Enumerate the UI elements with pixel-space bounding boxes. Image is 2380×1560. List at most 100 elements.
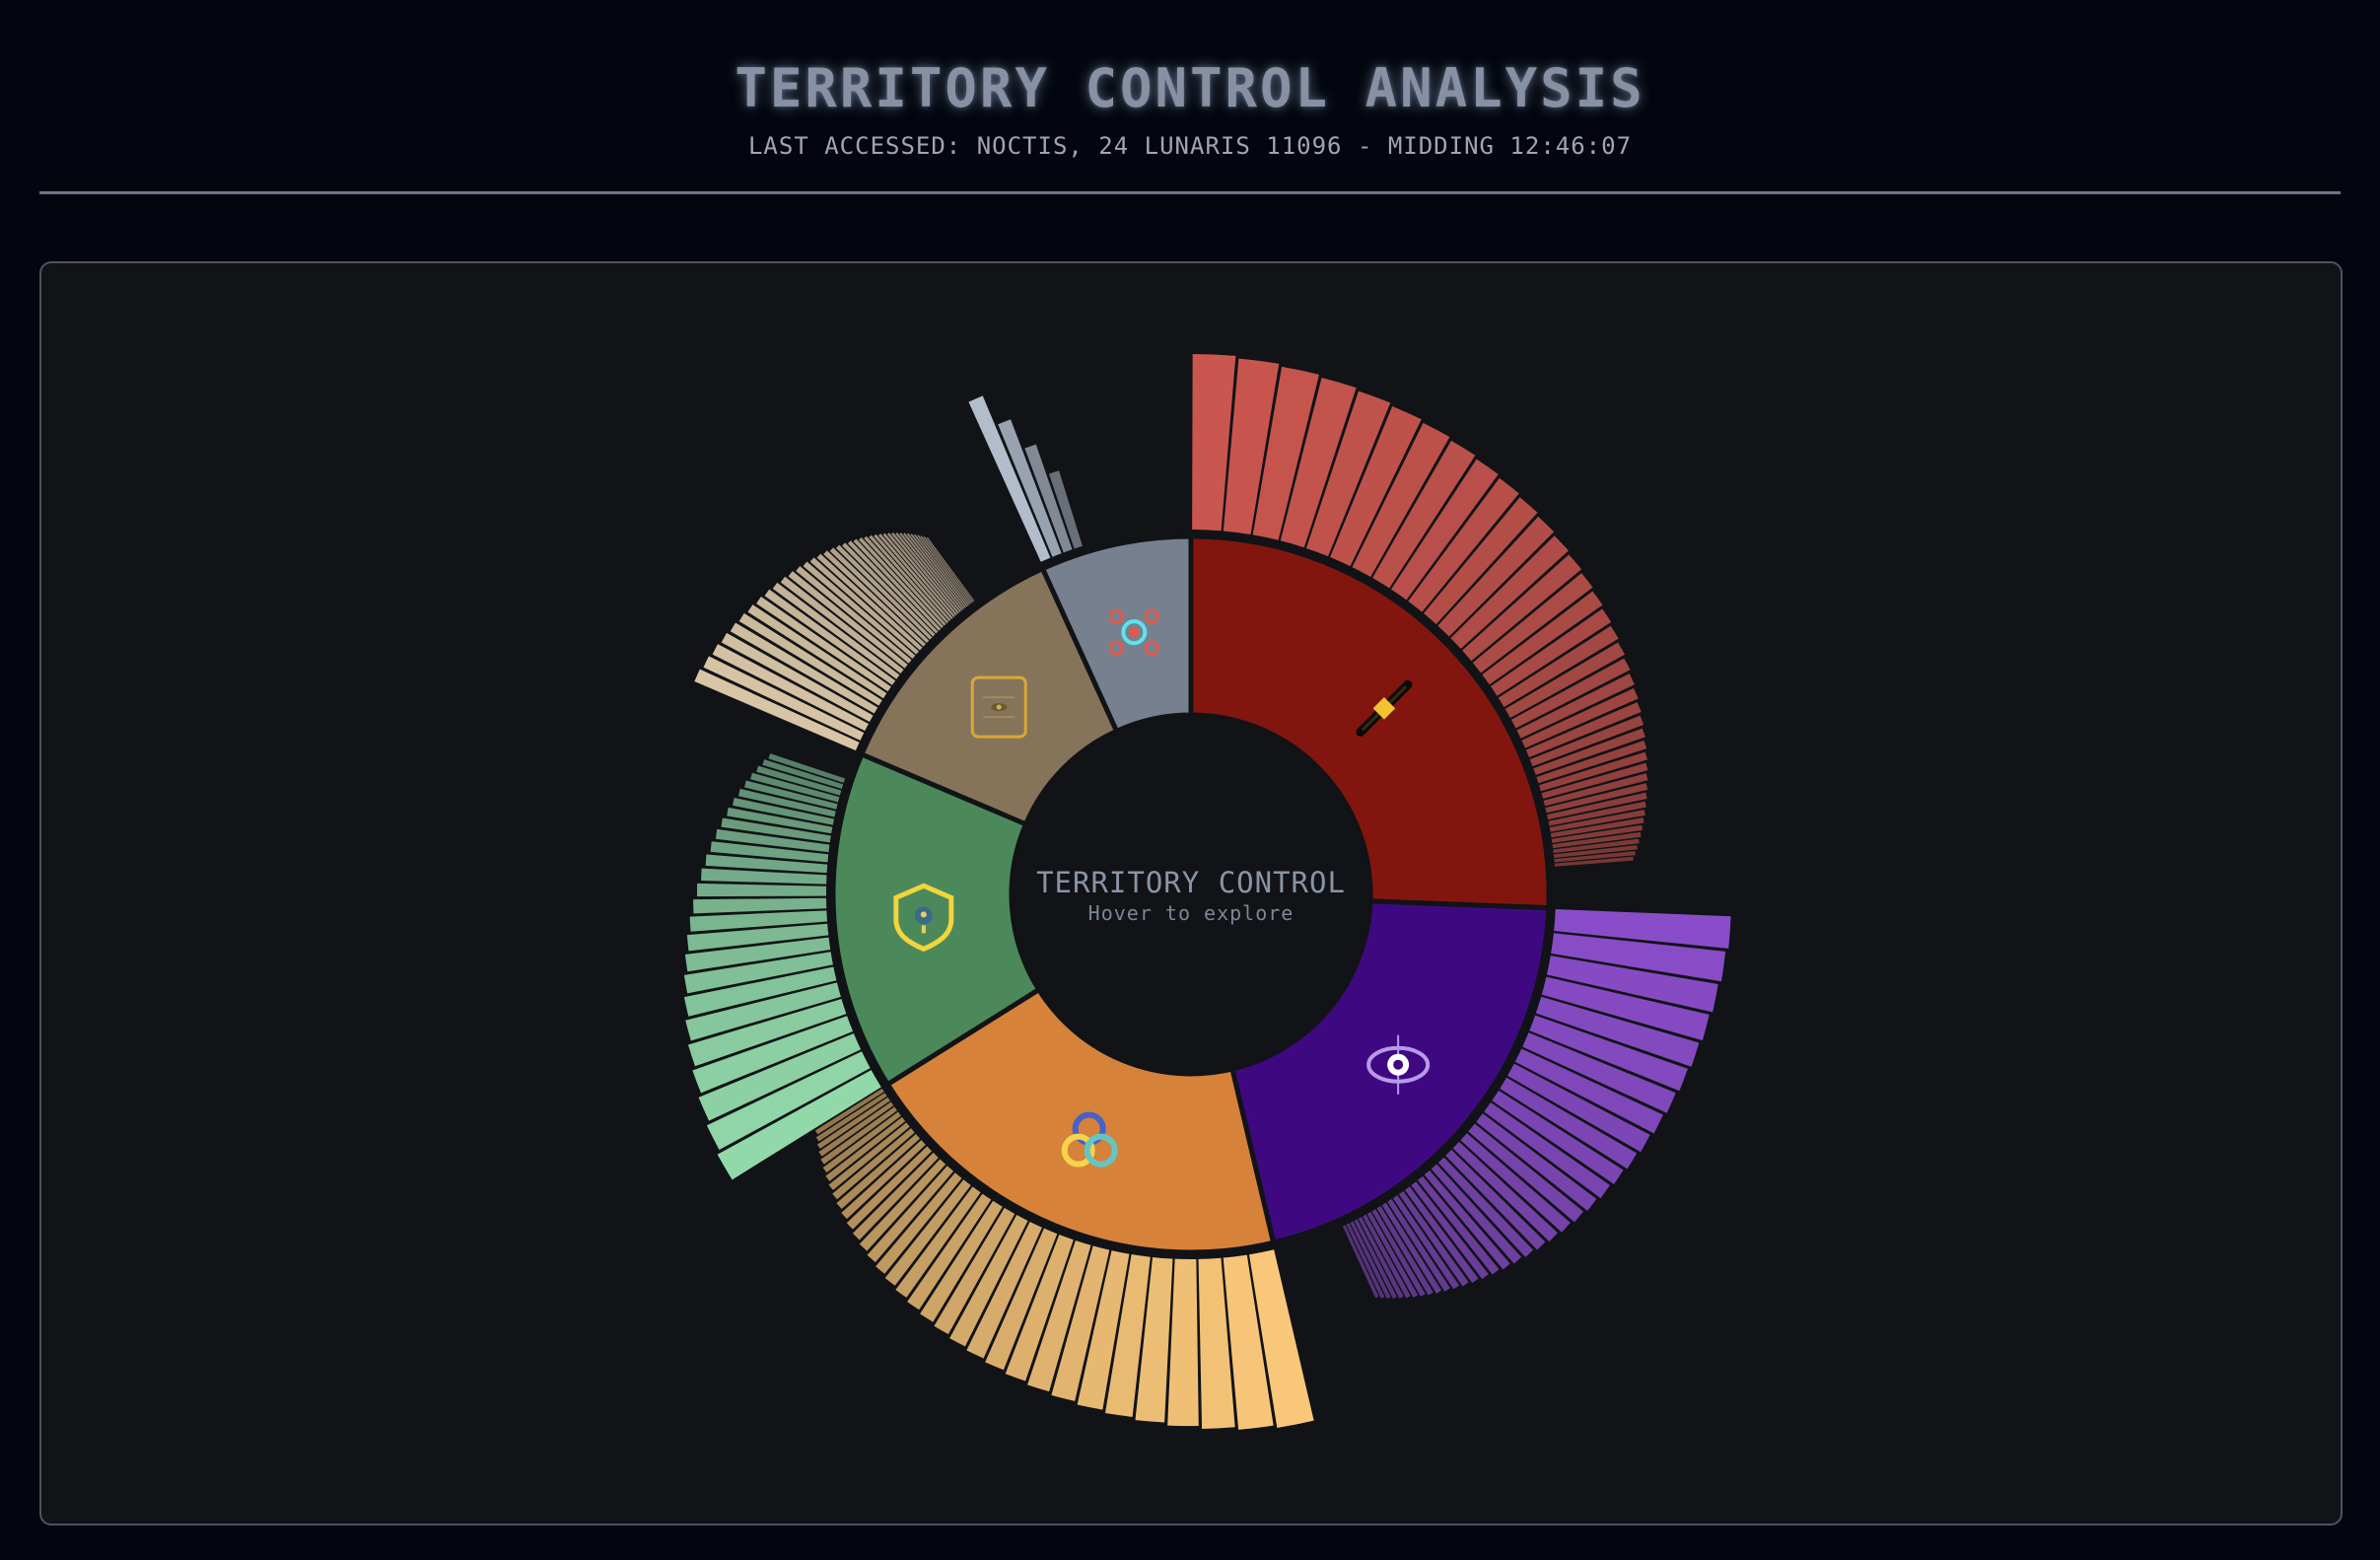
outer-segment-red[interactable]	[1330, 406, 1422, 567]
outer-segment-purple[interactable]	[1522, 1032, 1676, 1113]
outer-segment-slate[interactable]	[1048, 470, 1083, 549]
outer-segment-red[interactable]	[1437, 516, 1555, 637]
outer-segment-orange[interactable]	[828, 1122, 910, 1190]
outer-segment-purple[interactable]	[1492, 1090, 1624, 1184]
outer-segment-green[interactable]	[756, 765, 842, 796]
outer-segment-red[interactable]	[1548, 801, 1646, 826]
outer-segment-green[interactable]	[685, 982, 841, 1041]
outer-segment-purple[interactable]	[1358, 1217, 1404, 1299]
outer-segment-tan[interactable]	[891, 532, 959, 614]
outer-segment-red[interactable]	[1482, 591, 1603, 685]
outer-segment-tan[interactable]	[853, 538, 942, 631]
outer-segment-tan[interactable]	[858, 536, 944, 629]
outer-segment-tan[interactable]	[738, 612, 882, 706]
outer-segment-tan[interactable]	[747, 604, 887, 699]
outer-segment-orange[interactable]	[846, 1146, 933, 1230]
outer-segment-red[interactable]	[1550, 817, 1645, 838]
outer-segment-tan[interactable]	[780, 576, 904, 674]
outer-segment-green[interactable]	[705, 854, 828, 874]
outer-segment-purple[interactable]	[1350, 1221, 1391, 1300]
outer-segment-orange[interactable]	[920, 1200, 1003, 1322]
outer-segment-red[interactable]	[1553, 845, 1638, 858]
outer-segment-purple[interactable]	[1535, 996, 1700, 1067]
outer-segment-orange[interactable]	[815, 1093, 887, 1142]
outer-segment-green[interactable]	[693, 897, 827, 914]
outer-segment-tan[interactable]	[882, 532, 955, 618]
outer-segment-purple[interactable]	[1342, 1225, 1379, 1299]
outer-segment-red[interactable]	[1280, 378, 1357, 548]
outer-segment-red[interactable]	[1498, 625, 1619, 708]
outer-segment-tan[interactable]	[816, 553, 923, 651]
outer-segment-green[interactable]	[715, 828, 830, 853]
outer-segment-purple[interactable]	[1507, 1063, 1650, 1153]
outer-segment-red[interactable]	[1553, 838, 1640, 854]
outer-segment-orange[interactable]	[841, 1140, 926, 1220]
outer-segment-purple[interactable]	[1392, 1195, 1460, 1290]
outer-segment-tan[interactable]	[842, 542, 936, 637]
outer-segment-tan[interactable]	[910, 533, 968, 607]
outer-segment-red[interactable]	[1547, 792, 1647, 820]
outer-segment-green[interactable]	[684, 937, 831, 972]
outer-segment-purple[interactable]	[1354, 1219, 1397, 1300]
outer-segment-purple[interactable]	[1546, 956, 1718, 1013]
outer-segment-tan[interactable]	[772, 582, 900, 679]
outer-segment-purple[interactable]	[1437, 1157, 1534, 1257]
outer-segment-green[interactable]	[727, 807, 833, 834]
outer-segment-red[interactable]	[1372, 440, 1476, 589]
outer-segment-tan[interactable]	[899, 532, 963, 611]
outer-segment-green[interactable]	[689, 910, 828, 932]
outer-segment-purple[interactable]	[1500, 1077, 1638, 1170]
outer-segment-tan[interactable]	[864, 535, 946, 626]
outer-segment-orange[interactable]	[895, 1186, 981, 1298]
outer-segment-tan[interactable]	[906, 532, 967, 608]
outer-segment-green[interactable]	[768, 753, 846, 783]
outer-segment-orange[interactable]	[820, 1106, 897, 1165]
outer-segment-purple[interactable]	[1554, 909, 1731, 949]
outer-segment-orange[interactable]	[1005, 1235, 1074, 1382]
outer-segment-orange[interactable]	[985, 1228, 1058, 1371]
outer-segment-red[interactable]	[1352, 422, 1450, 577]
outer-segment-purple[interactable]	[1376, 1206, 1434, 1296]
outer-segment-orange[interactable]	[1051, 1245, 1110, 1401]
outer-segment-red[interactable]	[1541, 762, 1648, 800]
outer-segment-purple[interactable]	[1514, 1048, 1663, 1134]
outer-segment-tan[interactable]	[712, 644, 869, 732]
outer-segment-red[interactable]	[1252, 366, 1320, 540]
outer-segment-red[interactable]	[1545, 783, 1648, 814]
outer-segment-tan[interactable]	[836, 544, 933, 640]
outer-segment-purple[interactable]	[1424, 1170, 1510, 1270]
outer-segment-purple[interactable]	[1484, 1101, 1610, 1199]
outer-segment-tan[interactable]	[903, 532, 965, 609]
outer-segment-tan[interactable]	[764, 589, 896, 685]
outer-segment-purple[interactable]	[1468, 1123, 1583, 1223]
outer-segment-orange[interactable]	[816, 1097, 890, 1149]
outer-segment-purple[interactable]	[1452, 1141, 1558, 1242]
outer-segment-slate[interactable]	[1024, 444, 1073, 553]
outer-segment-purple[interactable]	[1411, 1181, 1489, 1280]
outer-segment-orange[interactable]	[934, 1207, 1015, 1335]
outer-segment-red[interactable]	[1192, 354, 1236, 532]
outer-segment-orange[interactable]	[825, 1116, 906, 1181]
outer-segment-green[interactable]	[683, 952, 833, 994]
outer-segment-red[interactable]	[1536, 740, 1647, 784]
outer-segment-red[interactable]	[1554, 851, 1636, 863]
outer-segment-red[interactable]	[1554, 856, 1634, 867]
outer-segment-red[interactable]	[1223, 358, 1280, 534]
outer-segment-tan[interactable]	[703, 656, 865, 741]
outer-segment-green[interactable]	[686, 923, 829, 952]
outer-segment-red[interactable]	[1516, 674, 1635, 739]
outer-segment-purple[interactable]	[1551, 933, 1726, 982]
outer-segment-green[interactable]	[692, 1016, 854, 1094]
outer-segment-tan[interactable]	[886, 532, 957, 616]
outer-segment-red[interactable]	[1533, 728, 1645, 775]
outer-segment-orange[interactable]	[1104, 1254, 1151, 1417]
outer-segment-purple[interactable]	[1404, 1186, 1479, 1284]
outer-segment-green[interactable]	[744, 780, 838, 810]
outer-segment-tan[interactable]	[920, 535, 972, 603]
outer-segment-orange[interactable]	[966, 1221, 1042, 1359]
outer-segment-tan[interactable]	[694, 669, 860, 751]
outer-segment-orange[interactable]	[1167, 1258, 1199, 1427]
outer-segment-orange[interactable]	[1027, 1240, 1091, 1392]
outer-segment-purple[interactable]	[1476, 1113, 1597, 1211]
outer-segment-purple[interactable]	[1381, 1202, 1442, 1294]
